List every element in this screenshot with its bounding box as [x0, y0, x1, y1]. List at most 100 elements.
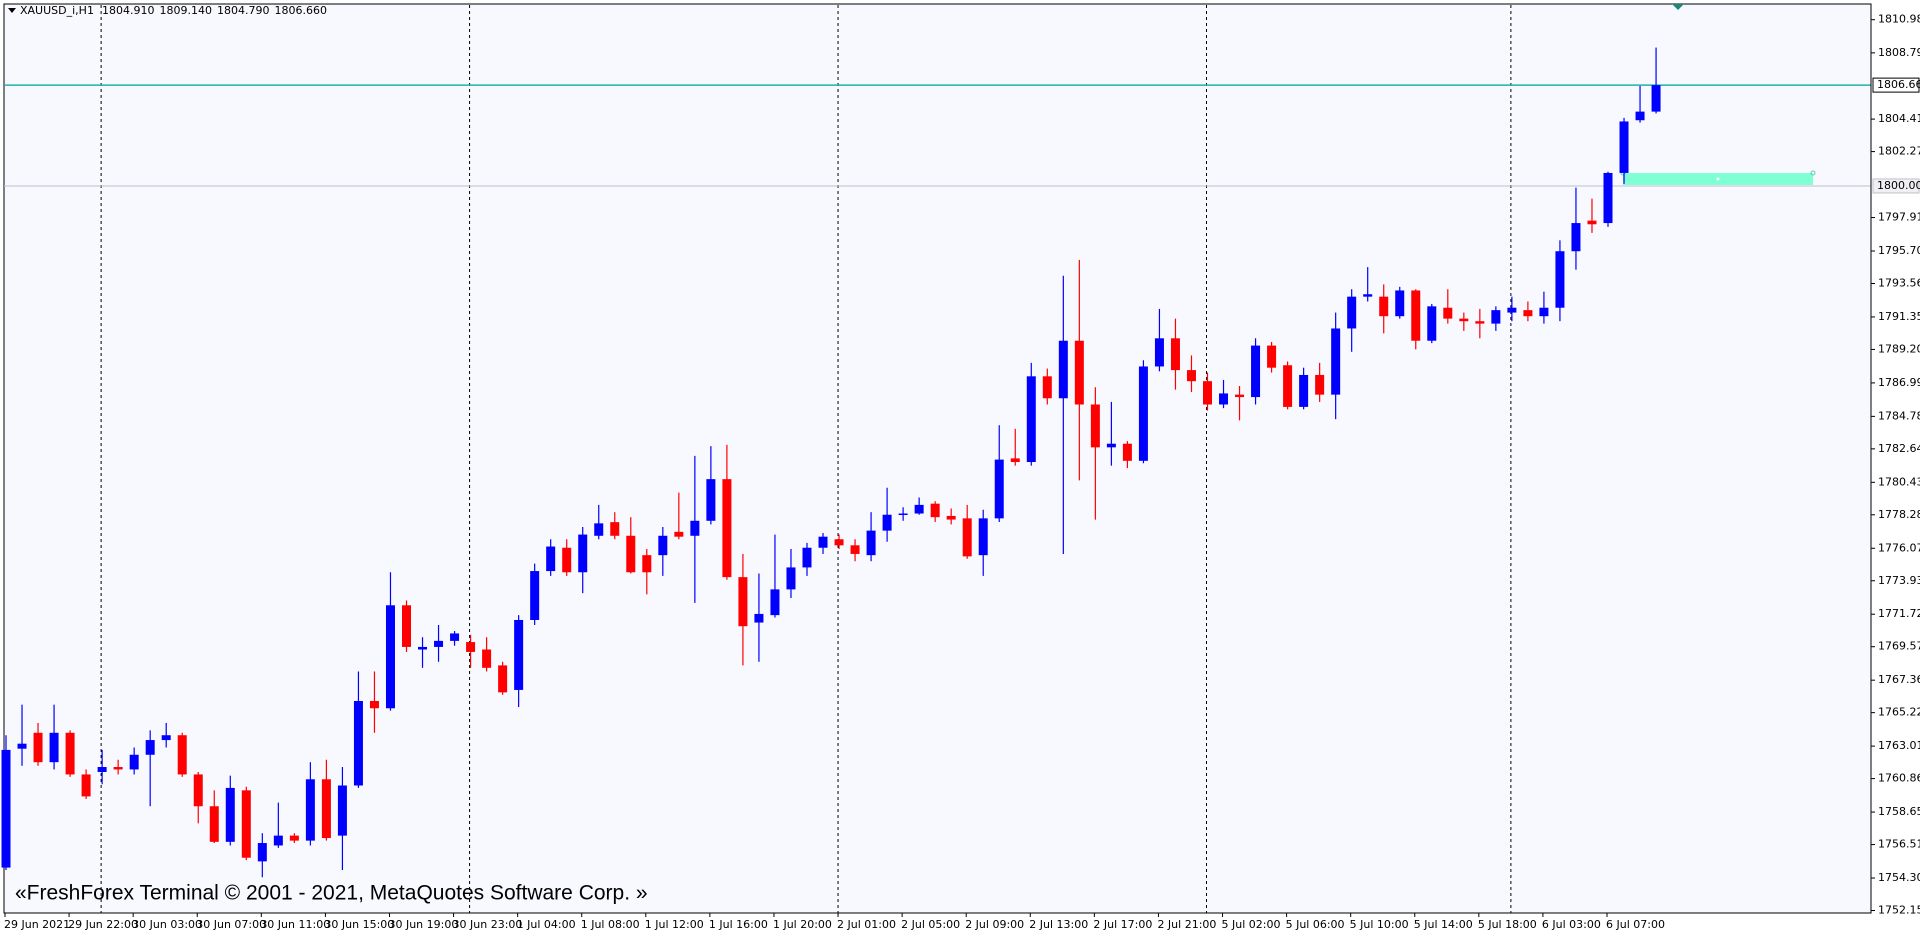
candle-body: [1074, 340, 1084, 405]
candle-body: [1315, 374, 1325, 395]
candle-body: [1010, 458, 1020, 463]
candle-body: [1443, 307, 1453, 319]
candles: [1, 47, 1661, 878]
candle-body: [1058, 340, 1068, 399]
candle-body: [578, 534, 588, 573]
y-tick-label: 1786.995: [1878, 376, 1920, 389]
candle-body: [434, 640, 444, 647]
y-tick-label: 1793.560: [1878, 276, 1920, 289]
candle-body: [1347, 296, 1357, 329]
candle-body: [337, 785, 347, 836]
candle-body: [1042, 376, 1052, 399]
candle-body: [1203, 381, 1212, 405]
x-tick-label: 6 Jul 03:00: [1542, 918, 1601, 931]
candle-body: [1363, 294, 1373, 297]
x-tick-label: 6 Jul 07:00: [1606, 918, 1665, 931]
x-tick-label: 30 Jun 11:00: [260, 918, 330, 931]
y-tick-label: 1758.655: [1878, 805, 1920, 818]
x-tick-label: 1 Jul 12:00: [645, 918, 704, 931]
candle-body: [1090, 404, 1100, 448]
candle-body: [225, 787, 235, 842]
y-tick-label: 1789.205: [1878, 342, 1920, 355]
candle-body: [850, 545, 860, 554]
candle-body: [882, 514, 892, 531]
y-tick-label: 1773.930: [1878, 574, 1920, 587]
candle-body: [113, 767, 123, 770]
candle-body: [482, 649, 492, 668]
candle-body: [1299, 374, 1309, 407]
x-tick-label: 30 Jun 19:00: [388, 918, 458, 931]
x-tick-label: 30 Jun 15:00: [324, 918, 394, 931]
y-tick-label: 1782.640: [1878, 442, 1920, 455]
candle-body: [209, 806, 219, 842]
candle-body: [1122, 443, 1132, 461]
y-tick-label: 1765.220: [1878, 706, 1920, 719]
candle-body: [49, 732, 59, 763]
watermark: «FreshForex Terminal © 2001 - 2021, Meta…: [15, 882, 648, 905]
y-tick-label: 1769.575: [1878, 640, 1920, 653]
y-tick-label: 1778.285: [1878, 508, 1920, 521]
candle-body: [193, 774, 203, 807]
candle-body: [369, 700, 379, 709]
object-handle: [1716, 177, 1720, 181]
level-label-box: [1872, 77, 1920, 93]
y-tick-label: 1763.010: [1878, 739, 1920, 752]
candle-body: [257, 843, 267, 862]
candle-body: [97, 767, 107, 773]
y-tick-label: 1752.155: [1878, 904, 1920, 917]
candle-body: [1651, 85, 1661, 112]
y-tick-label: 1760.865: [1878, 772, 1920, 785]
y-tick-label: 1810.980: [1878, 13, 1920, 26]
candle-body: [1603, 172, 1613, 224]
candle-body: [1026, 376, 1036, 463]
x-tick-label: 2 Jul 17:00: [1093, 918, 1152, 931]
candle-body: [145, 740, 155, 755]
ohlc-value: 1804.910: [102, 4, 155, 17]
candle-body: [1219, 393, 1229, 405]
candle-body: [962, 518, 972, 557]
candle-body: [1138, 366, 1148, 461]
y-tick-label: 1802.270: [1878, 145, 1920, 158]
candle-body: [1411, 290, 1421, 341]
y-tick-label: 1754.300: [1878, 871, 1920, 884]
candle-body: [161, 735, 171, 741]
candle-body: [610, 522, 620, 536]
candle-body: [530, 571, 540, 620]
x-tick-label: 2 Jul 01:00: [837, 918, 896, 931]
ohlc-value: 1804.790: [217, 4, 270, 17]
x-tick-label: 5 Jul 02:00: [1222, 918, 1281, 931]
candle-body: [321, 779, 331, 839]
candle-body: [1267, 345, 1277, 368]
candle-body: [802, 547, 812, 568]
candle-body: [1459, 318, 1469, 322]
candle-body: [305, 779, 315, 841]
candle-body: [1571, 223, 1581, 252]
candle-body: [866, 530, 876, 556]
candle-body: [1491, 310, 1501, 324]
candle-body: [818, 536, 828, 548]
level-label-box: [1872, 178, 1920, 194]
candle-body: [738, 577, 748, 627]
x-tick-label: 29 Jun 22:00: [68, 918, 138, 931]
y-tick-label: 1780.430: [1878, 475, 1920, 488]
shift-marker: [1672, 4, 1684, 10]
candle-body: [17, 743, 27, 749]
candle-body: [1154, 338, 1164, 367]
y-tick-label: 1767.365: [1878, 673, 1920, 686]
candle-body: [1186, 370, 1196, 382]
x-tick-label: 1 Jul 04:00: [517, 918, 576, 931]
x-tick-label: 5 Jul 18:00: [1478, 918, 1537, 931]
candle-body: [353, 700, 363, 786]
symbol: XAUUSD_i,H1: [20, 4, 94, 17]
candle-body: [690, 520, 700, 536]
y-tick-label: 1808.790: [1878, 46, 1920, 59]
candle-body: [1475, 321, 1485, 324]
candle-body: [81, 774, 91, 797]
candle-body: [1539, 307, 1549, 317]
candle-body: [402, 605, 411, 647]
x-tick-label: 1 Jul 08:00: [581, 918, 640, 931]
x-tick-label: 2 Jul 09:00: [965, 918, 1024, 931]
period-separators: [100, 5, 1512, 913]
